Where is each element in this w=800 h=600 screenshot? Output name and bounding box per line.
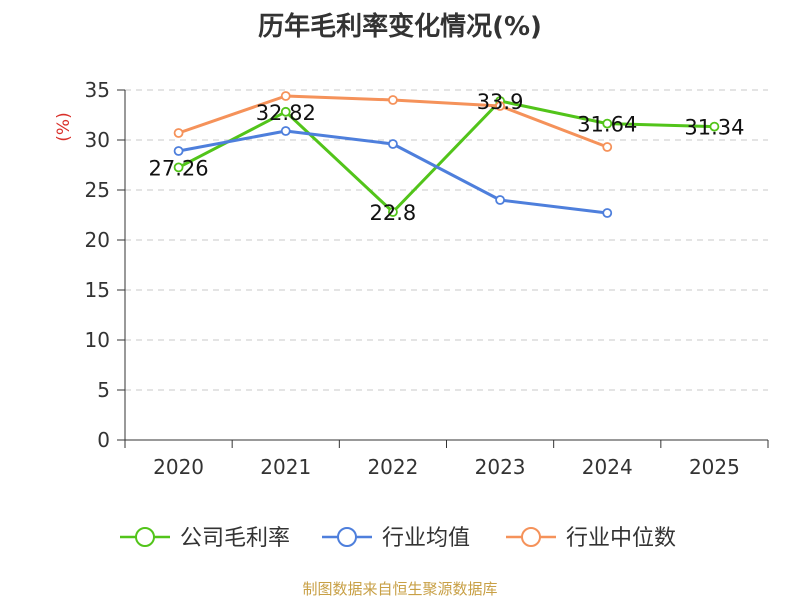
x-tick-label: 2023 [475,455,526,479]
data-point [602,118,613,129]
data-labels: 27.26 32.82 22.8 33.9 31.64 31.34 [149,90,745,225]
data-point [280,126,291,136]
legend-item: 公司毛利率 [120,526,290,551]
data-point [495,195,505,205]
data-label: 32.82 [256,101,316,125]
data-point [173,128,184,138]
data-label: 31.34 [684,116,744,140]
data-point [280,106,291,117]
series [173,91,720,218]
legend-label: 公司毛利率 [180,526,290,551]
data-point [709,121,720,132]
data-point [173,146,184,156]
data-point [388,139,398,149]
x-tick-label: 2024 [582,455,633,479]
series-2 [173,126,613,218]
y-tick-label: 0 [97,428,110,452]
y-tick-label: 15 [85,278,110,302]
x-tick-label: 2022 [367,455,418,479]
data-point [388,95,398,105]
data-point [602,208,613,218]
y-tick-label: 35 [85,78,110,102]
data-label: 31.64 [577,113,637,137]
y-tick-label: 20 [85,228,110,252]
y-tick-label: 25 [85,178,110,202]
data-point [602,142,613,152]
x-tick-label: 2021 [260,455,311,479]
y-tick-label: 30 [85,128,110,152]
legend-marker [135,527,155,547]
x-tick-label: 2025 [689,455,740,479]
legend-item: 行业均值 [322,526,470,551]
legend-label: 行业均值 [382,526,470,551]
legend-label: 行业中位数 [566,526,676,551]
legend-marker [337,527,357,547]
grid-lines [125,89,768,391]
data-point [173,162,184,173]
legend-item: 行业中位数 [506,526,676,551]
data-point [495,101,505,111]
data-label: 22.8 [370,201,417,225]
legend: 公司毛利率 行业均值 行业中位数 [120,526,676,551]
legend-marker [521,527,541,547]
y-tick-label: 5 [97,378,110,402]
series-3 [173,91,613,152]
data-point [388,207,398,217]
source-note: 制图数据来自恒生聚源数据库 [302,580,498,598]
data-point [280,91,291,101]
x-tick-label: 2020 [153,455,204,479]
y-axis-title: (%) [54,112,74,141]
y-tick-label: 10 [85,328,110,352]
series-line [177,99,715,214]
data-label: 27.26 [149,156,209,180]
data-label: 33.9 [477,90,524,114]
chart-title: 历年毛利率变化情况(%) [258,12,542,42]
